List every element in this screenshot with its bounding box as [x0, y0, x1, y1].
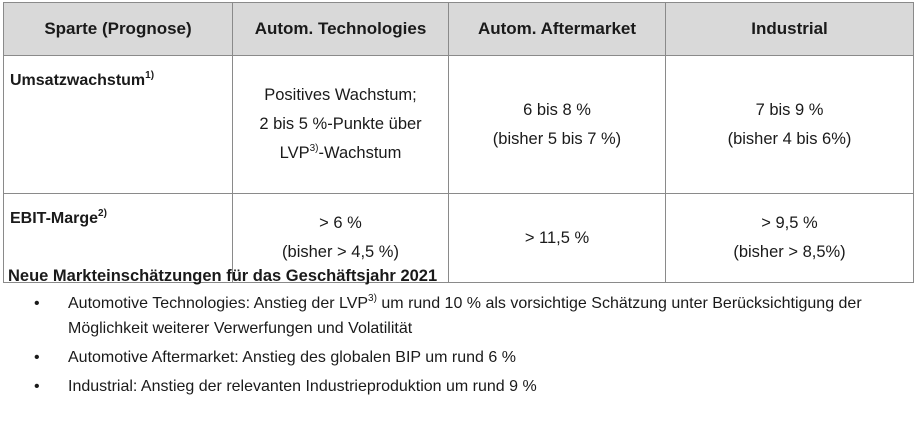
- market-assessment-section: Neue Markteinschätzungen für das Geschäf…: [8, 265, 908, 403]
- cell-line-post: -Wachstum: [318, 144, 402, 162]
- cell-line-lvp: LVP3)-Wachstum: [233, 139, 448, 168]
- cell-line-pre: LVP: [279, 144, 310, 162]
- row-label-revenue-growth: Umsatzwachstum1): [3, 55, 233, 194]
- cell-revenue-automotive-aftermarket: 6 bis 8 % (bisher 5 bis 7 %): [448, 55, 666, 194]
- row-label-text: EBIT-Marge: [10, 210, 99, 227]
- list-item-post: um rund 10 % als vorsichtige Schätzung u…: [68, 295, 862, 337]
- cell-line: 7 bis 9 %: [755, 100, 824, 119]
- row-label-text: Umsatzwachstum: [10, 72, 146, 89]
- cell-line: > 11,5 %: [524, 228, 590, 247]
- cell-ebit-industrial: > 9,5 % (bisher > 8,5%): [665, 193, 914, 283]
- bullet-icon: •: [34, 349, 40, 366]
- footnote-marker: 1): [145, 69, 155, 81]
- cell-ebit-automotive-aftermarket: > 11,5 %: [448, 193, 666, 283]
- cell-line: 2 bis 5 %-Punkte über: [259, 115, 422, 133]
- cell-revenue-industrial: 7 bis 9 % (bisher 4 bis 6%): [665, 55, 914, 194]
- cell-line: (bisher 5 bis 7 %): [492, 129, 622, 148]
- cell-line: 6 bis 8 %: [523, 100, 591, 119]
- bullet-icon: •: [34, 378, 40, 395]
- footnote-marker: 3): [309, 142, 319, 154]
- cell-line: > 9,5 %: [761, 214, 818, 232]
- list-item: • Automotive Aftermarket: Anstieg des gl…: [8, 345, 908, 370]
- list-item: • Industrial: Anstieg der relevanten Ind…: [8, 374, 908, 399]
- footnote-marker: 2): [98, 207, 107, 219]
- cell-line: > 6 %: [319, 214, 362, 232]
- list-item-pre: Automotive Technologies: Anstieg der LVP: [68, 295, 369, 312]
- cell-revenue-automotive-technologies: Positives Wachstum; 2 bis 5 %-Punkte übe…: [232, 55, 449, 194]
- forecast-table: Sparte (Prognose) Autom. Technologies Au…: [3, 2, 914, 283]
- cell-line: Positives Wachstum;: [264, 86, 417, 104]
- cell-line: (bisher > 4,5 %): [282, 243, 399, 261]
- list-item-text: Industrial: Anstieg der relevanten Indus…: [68, 378, 537, 395]
- list-item-text: Automotive Aftermarket: Anstieg des glob…: [68, 349, 516, 366]
- cell-line: (bisher > 8,5%): [733, 243, 846, 261]
- bullet-icon: •: [34, 295, 40, 312]
- footnote-marker: 3): [368, 292, 377, 304]
- list-item: • Automotive Technologies: Anstieg der L…: [8, 291, 908, 341]
- header-industrial: Industrial: [665, 2, 914, 56]
- table-header-row: Sparte (Prognose) Autom. Technologies Au…: [3, 2, 914, 56]
- header-automotive-aftermarket: Autom. Aftermarket: [448, 2, 666, 56]
- row-label-ebit-margin: EBIT-Marge2): [3, 193, 233, 283]
- cell-line: (bisher 4 bis 6%): [727, 129, 852, 148]
- header-segment: Sparte (Prognose): [3, 2, 233, 56]
- table-row-ebit-margin: EBIT-Marge2) > 6 % (bisher > 4,5 %) > 11…: [3, 193, 914, 283]
- section-title: Neue Markteinschätzungen für das Geschäf…: [8, 267, 438, 285]
- bullet-list: • Automotive Technologies: Anstieg der L…: [8, 291, 908, 399]
- table-row-revenue-growth: Umsatzwachstum1) Positives Wachstum; 2 b…: [3, 55, 914, 194]
- list-item-text: Automotive Technologies: Anstieg der LVP…: [68, 291, 908, 341]
- header-automotive-technologies: Autom. Technologies: [232, 2, 449, 56]
- cell-ebit-automotive-technologies: > 6 % (bisher > 4,5 %): [232, 193, 449, 283]
